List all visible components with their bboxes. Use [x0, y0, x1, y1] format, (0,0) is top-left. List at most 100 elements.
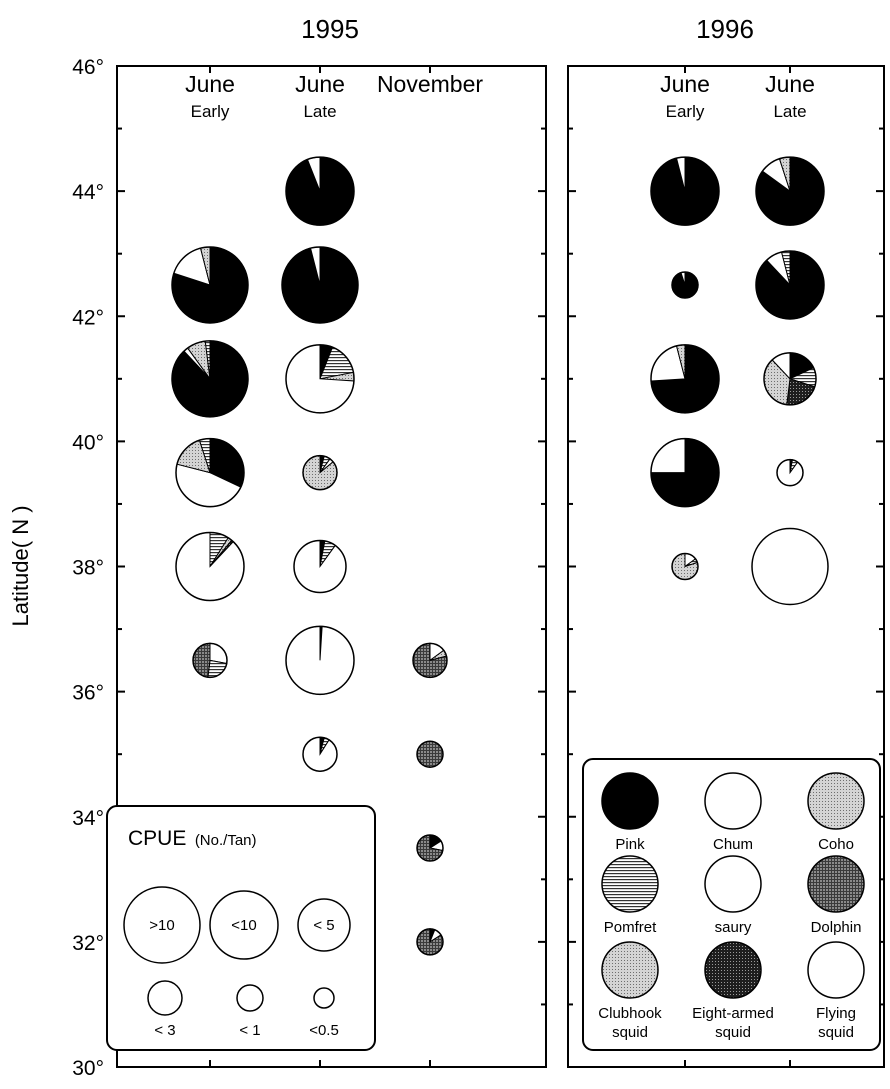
legend-swatch-pink [601, 772, 659, 830]
pie-1996-col0 [671, 552, 699, 581]
column-header-line1: June [660, 71, 710, 97]
column-header-line1: June [295, 71, 345, 97]
pie-outline [175, 531, 245, 602]
pie-1995-col1 [293, 539, 347, 594]
cpue-size-circle [313, 987, 335, 1009]
column-headers: June Early June Late November June Early June La… [185, 71, 815, 121]
column-header-line2: Late [773, 102, 806, 121]
legend-label-flying-squid-line2: squid [818, 1024, 854, 1041]
cpue-size-label: < 3 [154, 1022, 175, 1039]
pie-1995-col1 [285, 625, 355, 696]
pie-slice-dolphin [192, 642, 211, 678]
pie-1995-col1 [285, 344, 355, 414]
pie-outline [192, 642, 228, 679]
pie-1995-col2 [416, 740, 444, 768]
pie-outline [755, 250, 825, 320]
cpue-size-circle [123, 886, 201, 964]
legend-swatch-eight-armed-squid [704, 941, 762, 999]
legend-swatch-clubhook-squid [601, 941, 659, 999]
cpue-size-label: <0.5 [309, 1022, 339, 1039]
pie-1996-col0 [671, 271, 699, 299]
pie-1995-col0 [175, 531, 245, 602]
y-tick-labels: 46° 44° 42° 40° 38° 36° 34° 32° 30° [72, 56, 104, 1080]
column-header-line1: June [185, 71, 235, 97]
pie-outline [416, 928, 444, 956]
pie-1996-col1 [751, 527, 829, 606]
pie-1995-col1 [302, 736, 338, 772]
cpue-size-label: < 1 [239, 1022, 260, 1039]
panel-title-1995: 1995 [301, 14, 359, 44]
pie-outline [171, 246, 249, 324]
pie-1996-col0 [650, 344, 720, 414]
pie-outline [285, 625, 355, 696]
y-tick-label: 36° [72, 682, 104, 705]
legend-label-eight-armed-squid-line2: squid [715, 1024, 751, 1041]
legend-label-pomfret: Pomfret [604, 919, 657, 936]
pie-outline [671, 552, 699, 581]
y-tick-label: 42° [72, 306, 104, 329]
y-tick-label: 30° [72, 1057, 104, 1080]
pie-outline [285, 156, 355, 226]
legend-label-clubhook-squid: Clubhook [598, 1005, 662, 1022]
pie-1996-col0 [650, 437, 720, 508]
pie-slice-chum [751, 527, 829, 606]
pie-outline [302, 736, 338, 772]
cpue-size-circle [297, 898, 351, 952]
pie-markers [171, 156, 829, 956]
pie-outline [416, 834, 444, 862]
pie-1995-col1 [281, 246, 359, 324]
cpue-legend-title: CPUE [128, 827, 186, 850]
pie-outline [776, 458, 804, 487]
pie-1995-col1 [285, 156, 355, 226]
y-axis-label: Latitude( N ) [8, 505, 33, 626]
pie-outline [755, 156, 825, 226]
pie-1996-col1 [755, 156, 825, 226]
y-tick-label: 38° [72, 557, 104, 580]
pie-outline [412, 642, 448, 679]
pie-outline [671, 271, 699, 299]
cpue-size-circle [147, 980, 183, 1016]
pie-1995-col2 [412, 642, 448, 679]
pie-outline [650, 437, 720, 508]
pie-outline [302, 454, 338, 491]
pie-1996-col1 [755, 250, 825, 320]
legend-swatch-chum [704, 772, 762, 830]
pie-outline [281, 246, 359, 324]
cpue-size-circle [209, 890, 279, 960]
pie-outline [285, 344, 355, 414]
legend-label-chum: Chum [713, 836, 753, 853]
cpue-size-circle [236, 984, 264, 1012]
cpue-legend-heading: CPUE (No./Tan) [128, 827, 257, 850]
pie-1995-col0 [175, 437, 245, 508]
cpue-legend-unit: (No./Tan) [195, 832, 257, 849]
pie-1996-col1 [776, 458, 804, 487]
pie-1995-col2 [416, 928, 444, 956]
pie-outline [650, 344, 720, 414]
y-tick-label: 40° [72, 431, 104, 454]
cpue-size-label: >10 [149, 917, 174, 934]
pie-1995-col0 [171, 246, 249, 324]
cpue-size-label: <10 [231, 917, 256, 934]
legend-label-clubhook-squid-line2: squid [612, 1024, 648, 1041]
legend-label-dolphin: Dolphin [811, 919, 862, 936]
pie-slice-dolphin [416, 740, 444, 768]
column-header-line1: June [765, 71, 815, 97]
panel-title-1996: 1996 [696, 14, 754, 44]
column-header-line2: Early [666, 102, 705, 121]
legend-label-eight-armed-squid: Eight-armed [692, 1005, 774, 1022]
legend-swatch-saury [704, 855, 762, 913]
column-header-line2: Late [303, 102, 336, 121]
pie-1995-col2 [416, 834, 444, 862]
legend-label-saury: saury [715, 919, 752, 936]
pie-1995-col1 [302, 454, 338, 491]
y-tick-label: 44° [72, 181, 104, 204]
legend-label-coho: Coho [818, 836, 854, 853]
pie-1996-col0 [650, 156, 720, 226]
pie-outline [175, 437, 245, 508]
legend-label-flying-squid: Flying [816, 1005, 856, 1022]
legend-label-pink: Pink [615, 836, 645, 853]
cpue-size-label: < 5 [313, 917, 334, 934]
legend-swatch-flying-squid [807, 941, 865, 999]
pie-outline [650, 156, 720, 226]
